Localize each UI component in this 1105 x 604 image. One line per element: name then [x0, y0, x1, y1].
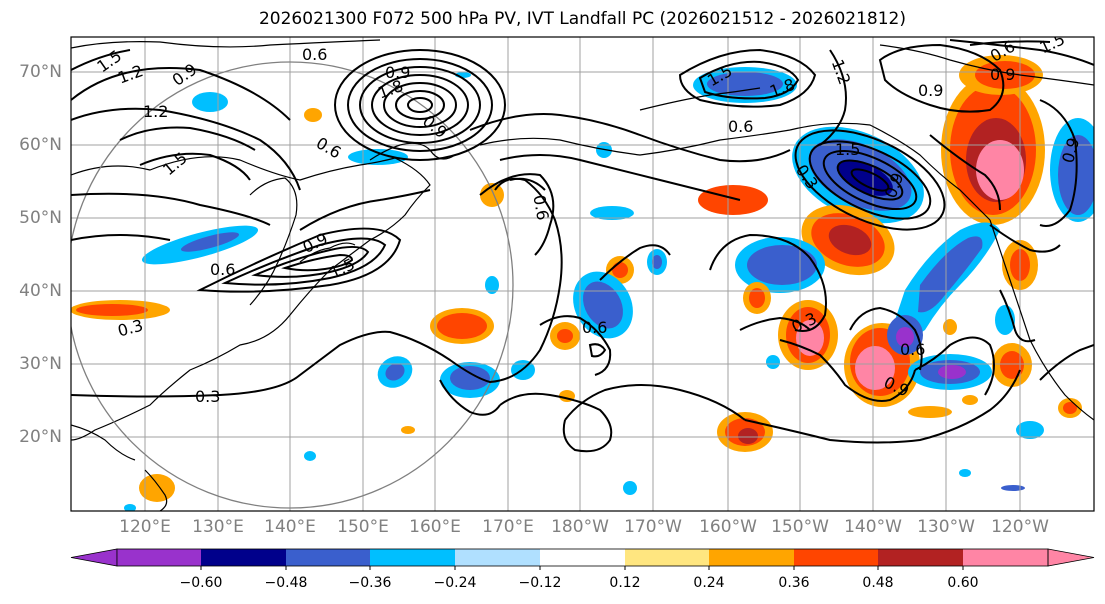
contour-label: 1.2 — [143, 102, 168, 121]
lon-label: 160°W — [699, 517, 757, 537]
contour-label: 0.6 — [302, 45, 327, 64]
lon-label: 180°W — [551, 517, 609, 537]
colorbar-arrow-high — [1047, 548, 1095, 567]
colorbar-tick-label: 0.48 — [862, 575, 894, 591]
contour-label: 0.6 — [582, 318, 607, 337]
colorbar-segment — [370, 549, 455, 566]
colorbar-segment — [625, 549, 709, 566]
lon-label: 170°W — [624, 517, 682, 537]
colorbar-tick-label: −0.48 — [264, 575, 308, 591]
lat-label: 70°N — [19, 62, 62, 82]
shading-blob-diagonal-blue — [895, 222, 1000, 336]
lon-label: 170°E — [482, 517, 534, 537]
colorbar-segment — [286, 549, 370, 566]
lat-label: 50°N — [19, 208, 62, 228]
lon-label: 140°E — [264, 517, 316, 537]
contour-label: 0.6 — [728, 117, 753, 136]
colorbar-tick-label: 0.24 — [693, 575, 725, 591]
lon-label: 140°W — [844, 517, 902, 537]
lat-label: 20°N — [19, 427, 62, 447]
contour-label: 1.5 — [835, 140, 860, 159]
shading-blob-japan-blue — [141, 225, 259, 265]
lon-label: 150°E — [337, 517, 389, 537]
contour-label: 0.6 — [900, 340, 925, 359]
colorbar-segment — [117, 549, 201, 566]
shading-blob-ne-orange — [698, 185, 768, 215]
colorbar-tick-label: 0.60 — [947, 575, 979, 591]
contour-label: 0.9 — [918, 81, 943, 100]
colorbar-segment — [709, 549, 794, 566]
pv-contours — [71, 39, 1094, 453]
lat-label: 40°N — [19, 281, 62, 301]
colorbar-tick-label: −0.36 — [348, 575, 392, 591]
shading-blob-small-violet — [887, 315, 923, 355]
lon-label: 150°W — [771, 517, 829, 537]
shading-blob-central-blue — [735, 237, 825, 293]
lon-label: 130°W — [917, 517, 975, 537]
map-title: 2026021300 F072 500 hPa PV, IVT Landfall… — [258, 9, 906, 29]
shading-blob-pnw-pink — [941, 75, 1045, 225]
colorbar-tick-label: −0.24 — [433, 575, 477, 591]
radius-circle — [71, 61, 514, 509]
contour-label: 0.9 — [385, 63, 410, 82]
colorbar-segment — [455, 549, 540, 566]
lat-label: 30°N — [19, 354, 62, 374]
graticule — [71, 37, 1094, 511]
colorbar-segment — [878, 549, 963, 566]
colorbar-arrow-low — [70, 548, 118, 567]
colorbar-segment — [540, 549, 625, 566]
colorbar-segment — [963, 549, 1048, 566]
contour-label: 0.3 — [195, 387, 220, 406]
colorbar-tick-label: −0.60 — [179, 575, 223, 591]
colorbar-segment — [201, 549, 286, 566]
lon-label: 130°E — [192, 517, 244, 537]
map-border — [70, 36, 1095, 512]
colorbar-border — [116, 548, 1049, 567]
colorbar-tick-label: −0.12 — [518, 575, 562, 591]
lon-label: 160°E — [409, 517, 461, 537]
lat-label: 60°N — [19, 135, 62, 155]
contour-label: 0.9 — [990, 65, 1015, 84]
contour-label: 0.6 — [529, 193, 552, 221]
colorbar-segment — [794, 549, 878, 566]
coastlines — [71, 39, 1094, 511]
colorbar — [70, 548, 1095, 570]
contour-label: 0.6 — [210, 260, 235, 279]
lon-label: 120°W — [991, 517, 1049, 537]
colorbar-tick-label: 0.12 — [609, 575, 641, 591]
lon-label: 120°E — [119, 517, 171, 537]
shading-blob-west-orange — [71, 300, 170, 320]
colorbar-tick-label: 0.36 — [778, 575, 810, 591]
